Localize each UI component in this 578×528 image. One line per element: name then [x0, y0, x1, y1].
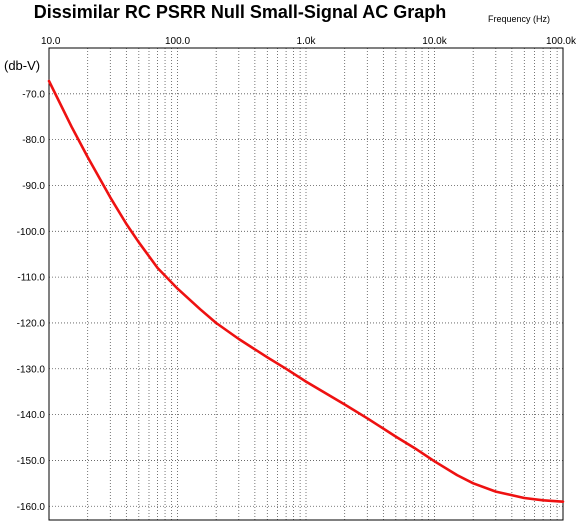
y-tick-label: -100.0	[17, 227, 46, 238]
y-tick-label: -150.0	[17, 456, 46, 467]
data-point	[395, 435, 397, 438]
y-tick-label: -120.0	[17, 318, 46, 329]
plot-background	[49, 48, 563, 520]
y-tick-label: -160.0	[17, 502, 46, 513]
x-tick-label: 100.0k	[546, 36, 577, 47]
x-tick-label: 10.0k	[422, 36, 447, 47]
data-point	[433, 460, 436, 463]
data-point	[456, 474, 458, 476]
y-axis-label: (db-V)	[4, 58, 41, 73]
data-point	[109, 196, 112, 199]
x-tick-label: 1.0k	[297, 36, 317, 47]
data-point	[366, 417, 369, 420]
x-tick-label: 100.0	[165, 36, 190, 47]
data-point	[199, 308, 201, 311]
data-point	[562, 500, 564, 503]
data-point	[305, 380, 307, 383]
y-tick-label: -70.0	[22, 89, 45, 100]
data-point	[125, 223, 128, 225]
y-tick-label: -110.0	[17, 273, 45, 284]
data-point	[70, 126, 73, 128]
data-point	[86, 156, 89, 158]
data-point	[413, 447, 416, 449]
data-point	[156, 267, 159, 269]
data-point	[542, 499, 544, 502]
y-tick-label: -140.0	[17, 410, 46, 421]
data-point	[266, 356, 269, 359]
data-point	[176, 287, 179, 290]
x-axis-label: Frequency (Hz)	[488, 14, 551, 24]
chart-title: Dissimilar RC PSRR Null Small-Signal AC …	[33, 2, 447, 22]
y-tick-label: -130.0	[17, 364, 46, 375]
data-point	[238, 338, 240, 340]
data-point	[215, 322, 217, 324]
data-point	[495, 490, 497, 493]
x-tick-label: 10.0	[41, 36, 61, 47]
y-tick-label: -80.0	[22, 135, 45, 146]
plot-frame	[48, 47, 564, 521]
data-point	[472, 482, 475, 485]
y-tick-label: -90.0	[22, 181, 45, 192]
data-point	[48, 80, 50, 82]
data-point	[523, 497, 526, 499]
data-point	[138, 241, 140, 244]
data-point	[343, 403, 346, 406]
data-point	[285, 368, 287, 370]
